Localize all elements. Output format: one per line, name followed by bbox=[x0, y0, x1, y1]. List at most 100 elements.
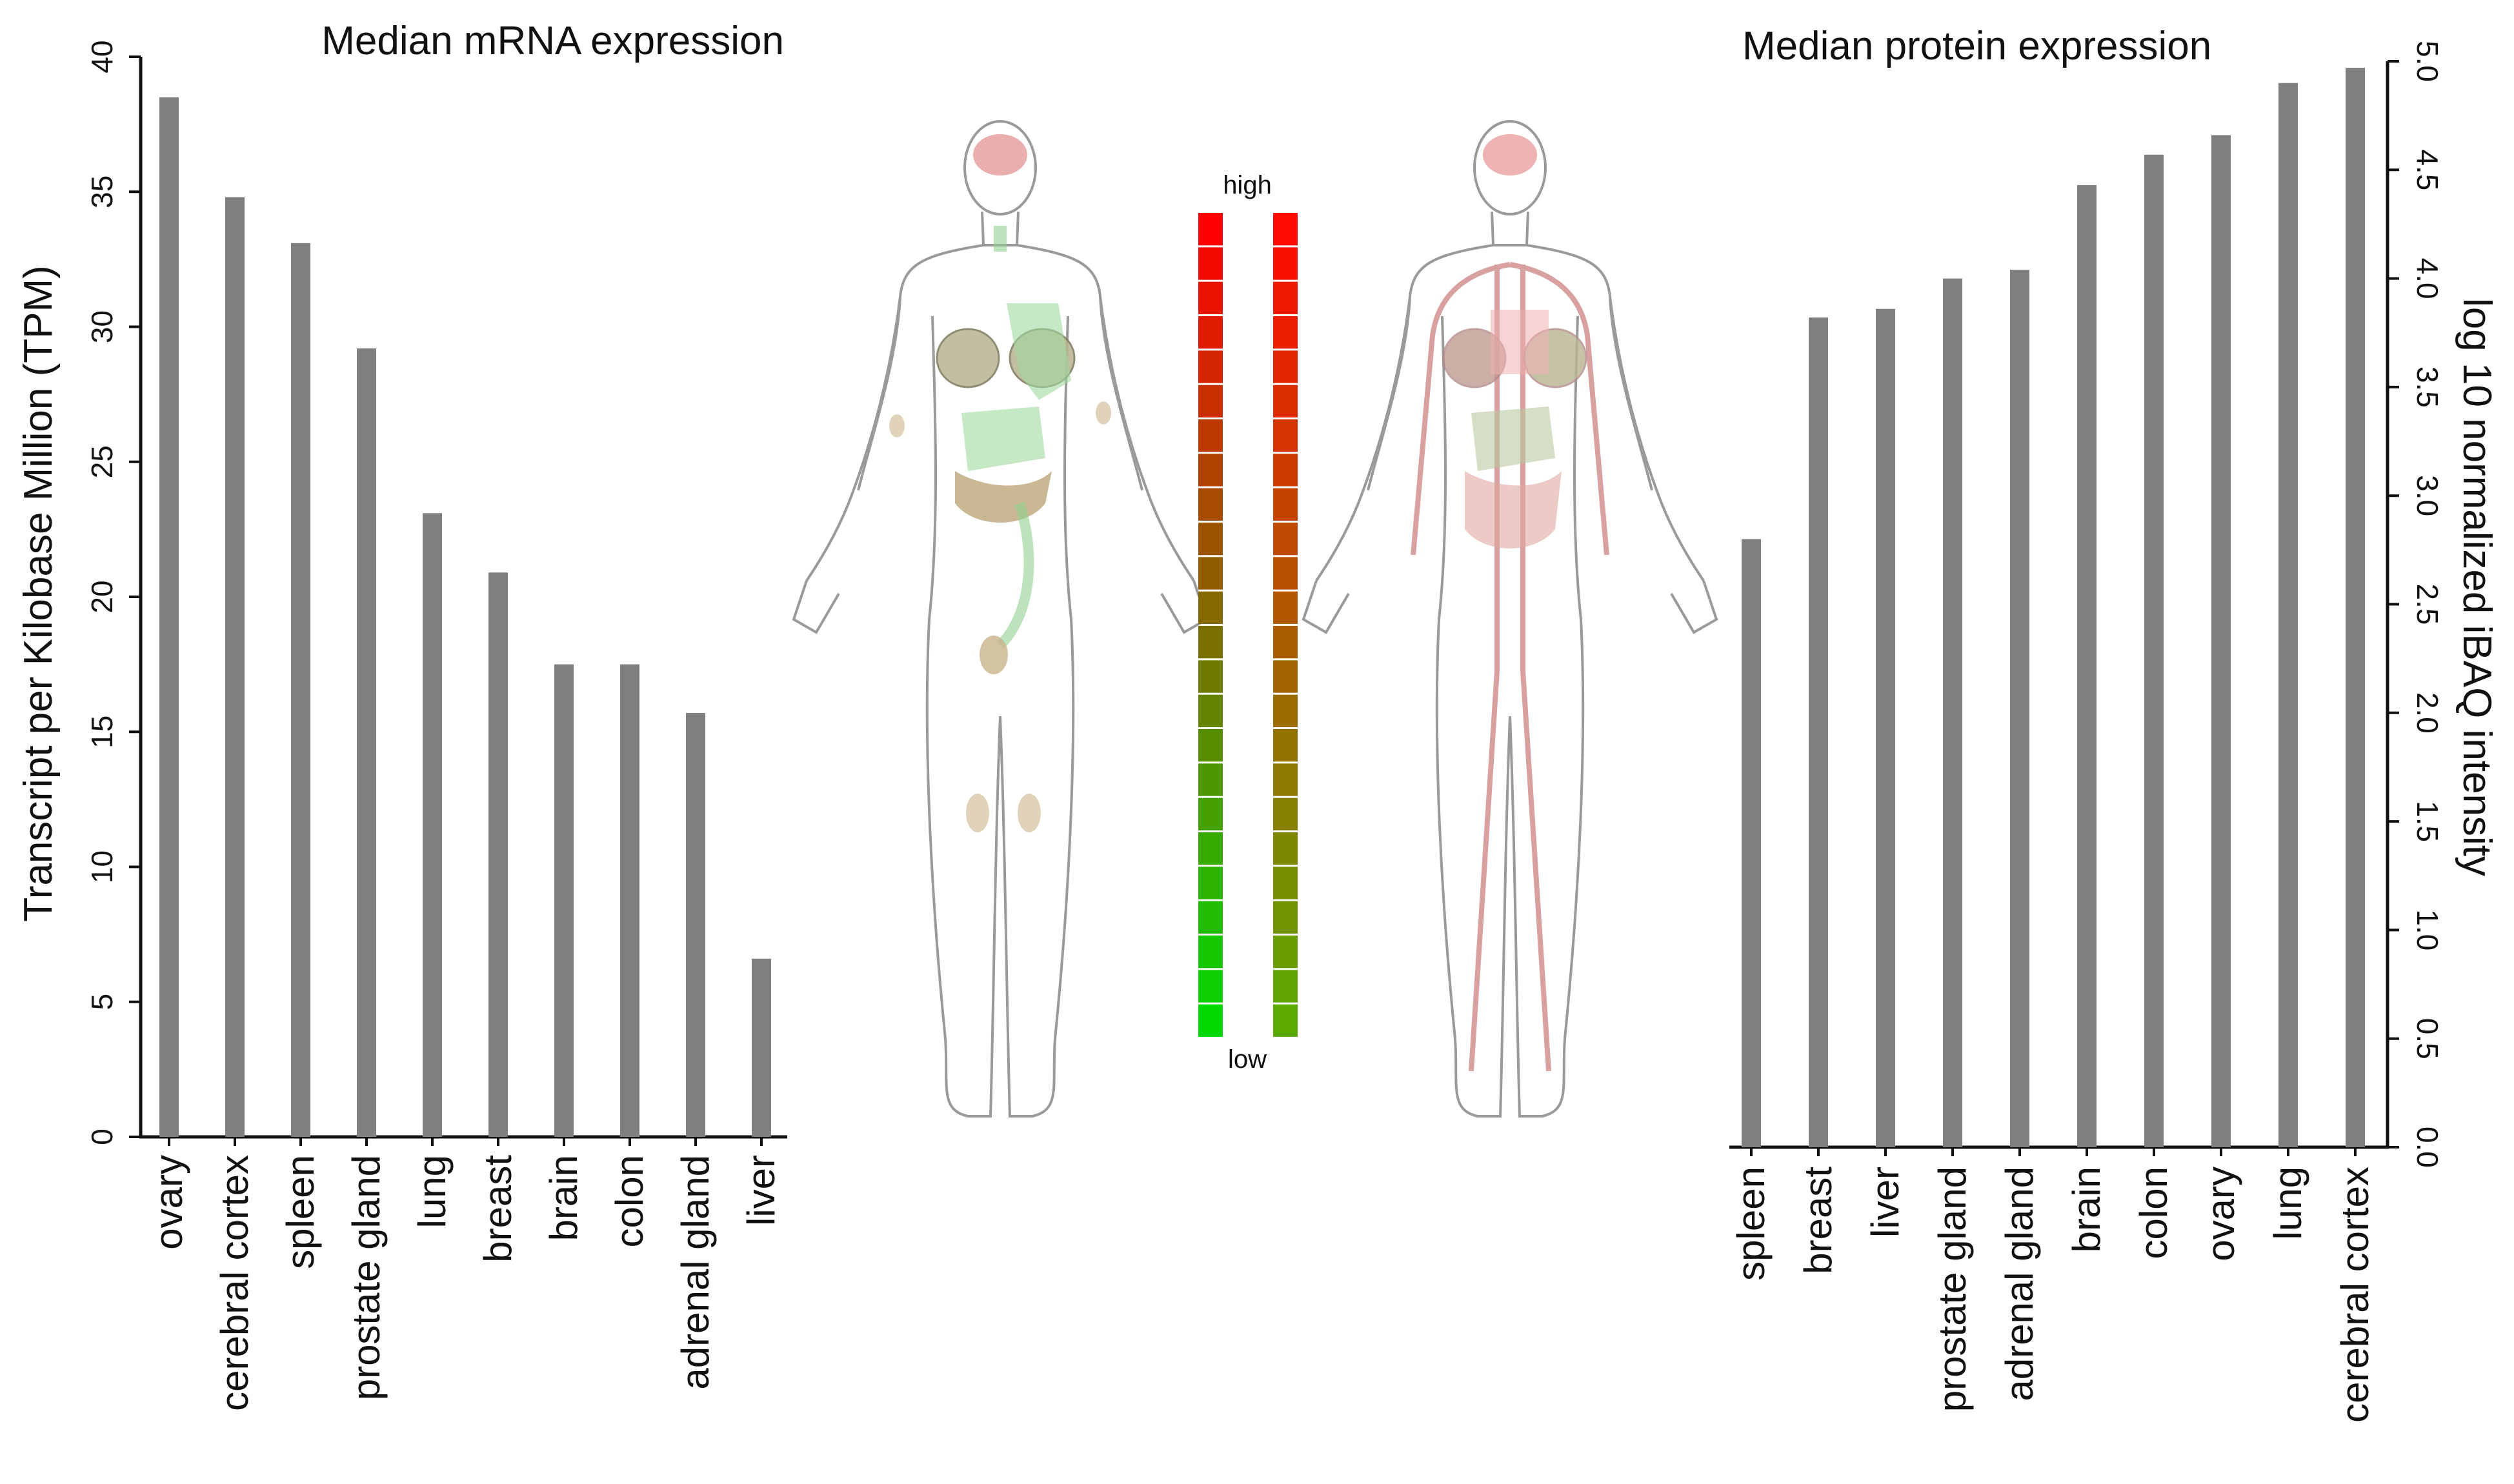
mrna-y-tick-label: 5 bbox=[85, 994, 119, 1010]
protein-x-label-prostate-gland: prostate gland bbox=[1931, 1167, 1974, 1412]
scale-segment bbox=[1198, 385, 1223, 417]
mrna-y-tick-label: 15 bbox=[85, 716, 119, 748]
scale-segment bbox=[1273, 970, 1298, 1003]
scale-segment bbox=[1273, 281, 1298, 314]
right-knee bbox=[1018, 794, 1041, 832]
protein-chart-title: Median protein expression bbox=[1742, 24, 2211, 68]
thyroid-organ bbox=[994, 226, 1007, 252]
mrna-x-label-adrenal-gland: adrenal gland bbox=[674, 1155, 717, 1390]
mrna-chart-title: Median mRNA expression bbox=[321, 19, 784, 63]
protein-bar-chart: Median protein expression log 10 normali… bbox=[1729, 24, 2499, 1423]
mrna-bars bbox=[159, 97, 771, 1137]
scale-segment bbox=[1273, 557, 1298, 590]
protein-bar-breast bbox=[1809, 317, 1828, 1147]
scale-segment bbox=[1273, 1004, 1298, 1037]
left-breast-organ bbox=[936, 328, 1000, 388]
scale-segment bbox=[1198, 591, 1223, 624]
mrna-x-label-breast: breast bbox=[476, 1155, 519, 1263]
scale-segment bbox=[1273, 247, 1298, 280]
scale-segment bbox=[1198, 694, 1223, 727]
scale-segment bbox=[1273, 797, 1298, 830]
mrna-x-label-prostate-gland: prostate gland bbox=[345, 1155, 388, 1400]
protein-bar-prostate-gland bbox=[1943, 278, 1962, 1148]
protein-y-tick-label: 1.5 bbox=[2411, 801, 2444, 842]
scale-segment bbox=[1198, 488, 1223, 521]
protein-y-axis-label: log 10 normalized iBAQ intensity bbox=[2455, 298, 2499, 876]
protein-y-tick-label: 0.0 bbox=[2411, 1127, 2444, 1168]
scale-segment bbox=[1198, 729, 1223, 762]
mrna-x-label-brain: brain bbox=[542, 1155, 585, 1241]
scale-segment bbox=[1198, 557, 1223, 590]
protein-bar-brain bbox=[2077, 185, 2097, 1147]
mrna-bar-spleen bbox=[291, 243, 310, 1137]
brain-organ-protein bbox=[1483, 134, 1537, 175]
protein-y-tick-label: 2.5 bbox=[2411, 584, 2444, 625]
ovary-organ bbox=[980, 636, 1008, 674]
protein-x-label-liver: liver bbox=[1864, 1167, 1907, 1238]
scale-low-label: low bbox=[1228, 1045, 1267, 1074]
scale-segment bbox=[1273, 591, 1298, 624]
colon-organ-protein bbox=[1465, 471, 1562, 548]
scale-segment bbox=[1273, 626, 1298, 659]
protein-bar-liver bbox=[1876, 308, 1895, 1147]
scale-segment bbox=[1273, 523, 1298, 556]
scale-segment bbox=[1273, 936, 1298, 968]
mrna-y-tick-label: 35 bbox=[85, 175, 119, 208]
vessel-leg-left bbox=[1469, 265, 1500, 1072]
mrna-bar-breast bbox=[488, 572, 508, 1137]
protein-x-label-adrenal-gland: adrenal gland bbox=[1998, 1167, 2041, 1401]
mrna-bar-adrenal-gland bbox=[686, 712, 705, 1137]
liver-organ bbox=[961, 406, 1045, 471]
left-knee bbox=[966, 794, 989, 832]
protein-x-label-lung: lung bbox=[2266, 1167, 2309, 1239]
protein-x-label-ovary: ovary bbox=[2199, 1167, 2242, 1261]
mrna-body-map bbox=[792, 120, 1208, 1118]
mrna-x-label-ovary: ovary bbox=[147, 1155, 190, 1250]
scale-segment bbox=[1273, 316, 1298, 349]
protein-x-label-breast: breast bbox=[1796, 1167, 1840, 1274]
intestine-organ bbox=[996, 501, 1034, 649]
mrna-y-tick-label: 0 bbox=[85, 1128, 119, 1145]
scale-segment bbox=[1273, 729, 1298, 762]
scale-segment bbox=[1198, 626, 1223, 659]
scale-segment bbox=[1198, 213, 1223, 246]
mrna-bar-brain bbox=[554, 664, 574, 1137]
vessel-leg-right bbox=[1520, 265, 1551, 1072]
mrna-y-ticks: 0 5 10 15 20 25 30 35 40 bbox=[85, 40, 141, 1145]
protein-y-ticks: 0.0 0.5 1.0 1.5 2.0 2.5 3.0 3.5 4.0 4.5 5.0 bbox=[2388, 41, 2444, 1168]
scale-segment bbox=[1198, 660, 1223, 693]
mrna-bar-lung bbox=[423, 513, 442, 1137]
scale-segment bbox=[1273, 488, 1298, 521]
mrna-y-tick-label: 40 bbox=[85, 40, 119, 73]
mrna-x-label-cerebral-cortex: cerebral cortex bbox=[213, 1155, 256, 1411]
protein-y-tick-label: 2.0 bbox=[2411, 692, 2444, 734]
protein-bar-cerebral-cortex bbox=[2346, 68, 2365, 1147]
scale-segment bbox=[1273, 660, 1298, 693]
mrna-x-label-liver: liver bbox=[739, 1155, 783, 1226]
scale-segment bbox=[1198, 797, 1223, 830]
protein-bar-lung bbox=[2278, 83, 2298, 1147]
protein-y-tick-label: 3.5 bbox=[2411, 366, 2444, 408]
scale-segment bbox=[1198, 970, 1223, 1003]
scale-segment bbox=[1273, 385, 1298, 417]
left-elbow bbox=[889, 414, 905, 437]
scale-segment bbox=[1198, 350, 1223, 383]
protein-bars bbox=[1742, 68, 2365, 1148]
lung-organ bbox=[1007, 303, 1071, 400]
protein-y-tick-label: 1.0 bbox=[2411, 909, 2444, 950]
scale-segment bbox=[1198, 247, 1223, 280]
liver-organ-protein bbox=[1471, 406, 1555, 471]
mrna-x-label-lung: lung bbox=[410, 1155, 454, 1228]
scale-segment bbox=[1273, 867, 1298, 899]
protein-x-label-cerebral-cortex: cerebral cortex bbox=[2333, 1167, 2377, 1423]
scale-segment bbox=[1198, 1004, 1223, 1037]
scale-segment bbox=[1198, 867, 1223, 899]
protein-body-map bbox=[1302, 120, 1718, 1118]
mrna-bar-colon bbox=[620, 664, 639, 1137]
expression-color-scale: high low bbox=[1198, 171, 1298, 1074]
scale-segment bbox=[1273, 350, 1298, 383]
protein-y-tick-label: 4.0 bbox=[2411, 258, 2444, 299]
protein-y-tick-label: 5.0 bbox=[2411, 41, 2444, 82]
brain-organ bbox=[973, 134, 1027, 175]
mrna-y-axis-label: Transcript per Kilobase Million (TPM) bbox=[16, 265, 61, 922]
